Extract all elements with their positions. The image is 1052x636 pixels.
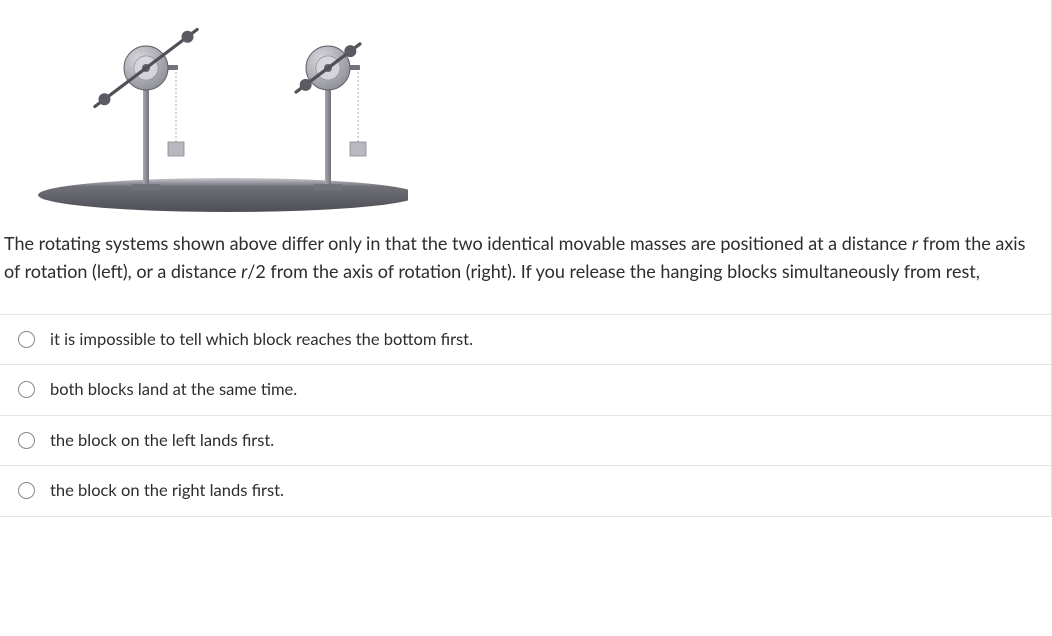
option-label: the block on the right lands first. [50, 480, 284, 501]
option-label: both blocks land at the same time. [50, 379, 297, 400]
rotating-systems-diagram [28, 10, 408, 216]
radio-button[interactable] [18, 381, 35, 398]
option-row[interactable]: it is impossible to tell which block rea… [0, 315, 1051, 365]
radio-button[interactable] [18, 432, 35, 449]
option-label: it is impossible to tell which block rea… [50, 329, 473, 350]
option-row[interactable]: the block on the right lands first. [0, 466, 1051, 516]
question-prompt: The rotating systems shown above differ … [0, 220, 1051, 314]
option-row[interactable]: the block on the left lands first. [0, 416, 1051, 466]
option-label: the block on the left lands first. [50, 430, 274, 451]
radio-button[interactable] [18, 482, 35, 499]
question-text-segment: The rotating systems shown above differ … [4, 232, 912, 254]
option-row[interactable]: both blocks land at the same time. [0, 365, 1051, 415]
radio-button[interactable] [18, 331, 35, 348]
question-text-segment: /2 from the axis of rotation (right). If… [247, 260, 980, 282]
answer-options: it is impossible to tell which block rea… [0, 314, 1051, 517]
question-container: The rotating systems shown above differ … [0, 0, 1052, 517]
figure-wrapper [0, 0, 1051, 220]
